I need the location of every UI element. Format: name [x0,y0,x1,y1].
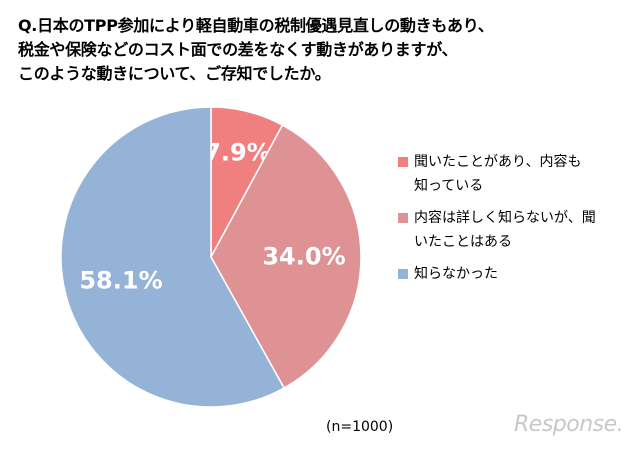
response-logo: Response. [514,412,624,437]
legend-swatch-heard [398,213,408,223]
pie-slice-heard [210,124,362,390]
legend-item-known: 聞いたことがあり、内容も 知っている [398,150,638,198]
legend-label-known-line-1: 聞いたことがあり、内容も [414,154,582,170]
legend-item-heard: 内容は詳しく知らないが、聞 いたことはある [398,206,638,254]
title-line-1: Q.日本のTPP参加により軽自動車の税制優遇見直しの動きもあり、 [18,16,494,35]
legend-label-unknown: 知らなかった [414,266,498,282]
legend-item-unknown: 知らなかった [398,262,638,286]
pie-slice-unknown [60,106,286,408]
legend-label-heard-line-2: いたことはある [414,234,512,250]
data-label-unknown: 58.1% [79,266,162,294]
data-label-known: 7.9% [204,138,271,166]
chart-title: Q.日本のTPP参加により軽自動車の税制優遇見直しの動きもあり、 税金や保険など… [18,14,628,86]
title-line-2: 税金や保険などのコスト面での差をなくす動きがありますが、 [18,40,458,59]
legend-label-heard-line-1: 内容は詳しく知らないが、聞 [414,210,596,226]
legend-label-known-line-2: 知っている [414,178,484,194]
legend-swatch-known [398,157,408,167]
sample-size-note: (n=1000) [326,419,394,435]
legend-swatch-unknown [398,269,408,279]
data-label-heard: 34.0% [262,242,345,270]
title-line-3: このような動きについて、ご存知でしたか。 [18,64,331,83]
